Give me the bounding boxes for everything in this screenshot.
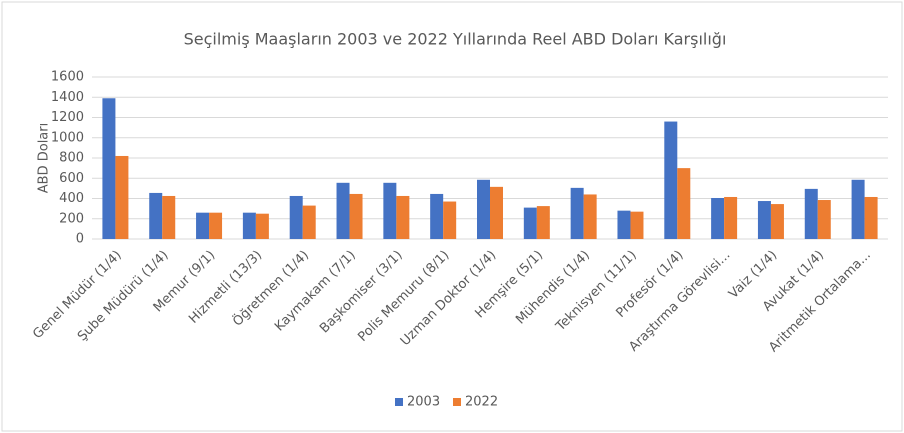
- bar: [570, 187, 584, 239]
- bar: [630, 211, 644, 239]
- bar: [817, 200, 831, 239]
- bar: [864, 196, 878, 239]
- bar: [851, 179, 865, 239]
- bar: [162, 195, 176, 239]
- bar: [677, 168, 691, 239]
- bar: [443, 201, 457, 239]
- y-tick-label: 600: [59, 171, 84, 186]
- y-tick-label: 400: [59, 191, 84, 206]
- bar: [242, 212, 256, 239]
- bar: [724, 196, 738, 239]
- bar: [289, 195, 303, 239]
- legend-label: 2022: [465, 395, 498, 410]
- bar: [523, 207, 537, 239]
- bar: [149, 192, 163, 239]
- bar: [383, 182, 397, 239]
- bar: [102, 98, 116, 239]
- legend-label: 2003: [407, 395, 440, 410]
- bar: [804, 188, 818, 239]
- legend-swatch: [395, 398, 403, 406]
- bar: [617, 210, 631, 239]
- bar: [196, 212, 210, 239]
- y-tick-label: 800: [59, 151, 84, 166]
- bar: [664, 121, 678, 239]
- chart-title: Seçilmiş Maaşların 2003 ve 2022 Yılların…: [184, 30, 727, 49]
- bar: [770, 204, 784, 239]
- bar: [396, 195, 410, 239]
- y-tick-label: 0: [76, 232, 84, 247]
- bar: [536, 206, 550, 239]
- bar: [115, 155, 129, 239]
- y-tick-label: 1000: [51, 130, 84, 145]
- bar: [430, 193, 444, 239]
- bar: [490, 186, 503, 239]
- bar: [583, 194, 597, 239]
- y-tick-label: 1200: [51, 110, 84, 125]
- y-tick-label: 200: [59, 211, 84, 226]
- bar: [757, 201, 771, 239]
- y-tick-label: 1400: [51, 90, 84, 105]
- bar: [349, 193, 363, 239]
- bar: [336, 182, 350, 239]
- y-axis-label: ABD Doları: [37, 123, 52, 193]
- bar: [302, 205, 316, 239]
- y-tick-label: 1600: [51, 70, 84, 85]
- legend-swatch: [453, 398, 461, 406]
- bar: [255, 213, 269, 239]
- bar: [477, 179, 490, 239]
- bar: [209, 212, 223, 239]
- bar: [711, 197, 725, 239]
